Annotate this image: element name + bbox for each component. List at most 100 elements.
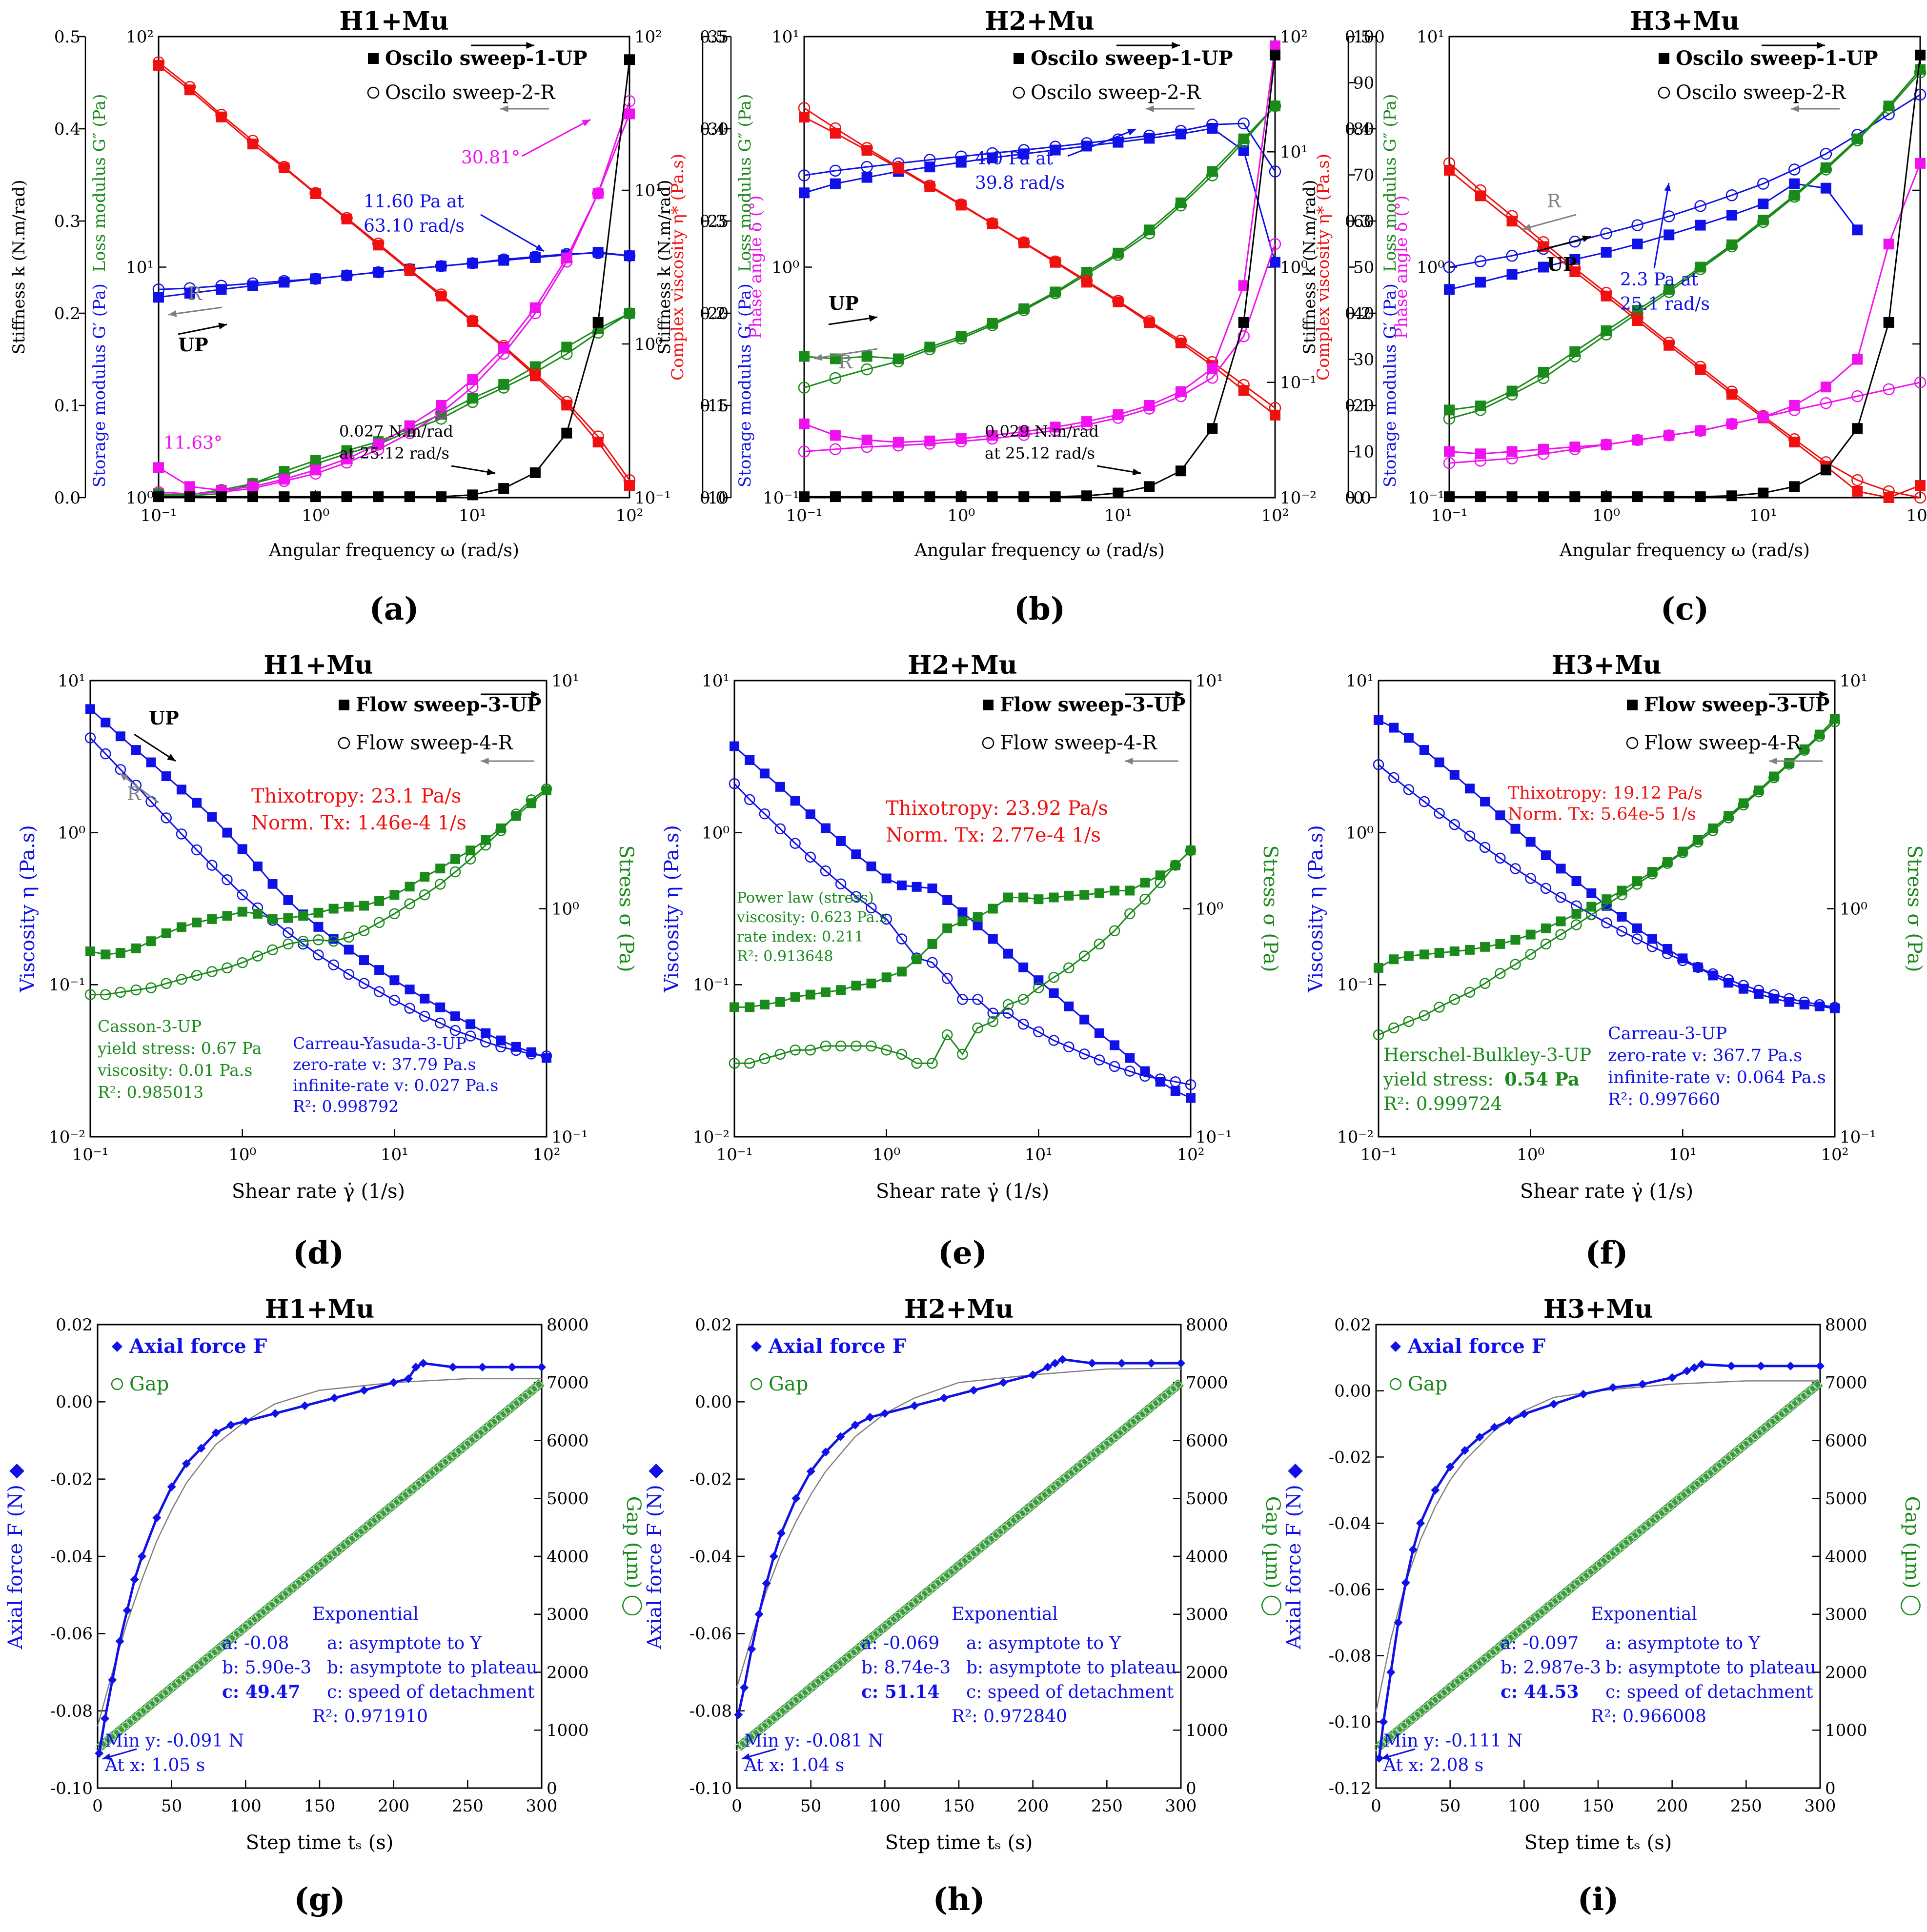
data-point [191, 844, 203, 856]
data-point [836, 836, 846, 846]
data-point [328, 934, 339, 944]
gap-axis-tick-label: 1000 [547, 1721, 589, 1740]
data-point [1617, 911, 1627, 922]
x-tick-label: 100 [230, 1796, 262, 1816]
data-point [1206, 169, 1218, 181]
data-point [330, 1393, 339, 1403]
stress-axis-tick-label: 10⁻¹ [1840, 1127, 1876, 1147]
data-point [1109, 1061, 1120, 1072]
data-point [1017, 994, 1029, 1005]
legend-marker [368, 53, 379, 64]
stiffness-axis-tick-label: 0.2 [1345, 304, 1371, 323]
data-point [1445, 1462, 1455, 1471]
data-point [805, 989, 815, 1000]
data-point [1726, 210, 1738, 221]
data-point [1269, 238, 1281, 250]
data-point [957, 994, 968, 1005]
data-point [146, 757, 156, 767]
data-point [481, 1028, 491, 1038]
data-point [1820, 148, 1832, 160]
data-point [1883, 317, 1894, 328]
r-arrow [168, 306, 223, 316]
data-point [1017, 1019, 1029, 1030]
data-point [388, 1502, 396, 1510]
data-point [1852, 423, 1863, 434]
annotation: R [188, 283, 203, 304]
legend-marker [112, 1341, 122, 1352]
data-point [1076, 1462, 1084, 1469]
data-point [344, 1538, 352, 1547]
legend-marker [1014, 53, 1024, 64]
data-point [836, 1432, 845, 1441]
data-point [1109, 925, 1120, 937]
legend-label: Axial force F [768, 1335, 906, 1358]
data-point [1883, 492, 1894, 503]
modulus-axis-tick-label: 10⁰ [771, 258, 799, 277]
data-point [1270, 40, 1280, 51]
data-point [1048, 971, 1059, 983]
data-point [1237, 379, 1250, 391]
data-point [987, 1016, 999, 1027]
x-tick-label: 200 [1656, 1796, 1688, 1816]
chart-title: H2+Mu [908, 650, 1017, 680]
data-point [1143, 227, 1156, 240]
data-point [1476, 1659, 1484, 1667]
chart-c: H3+Mu 10⁻¹ 10⁰ 10¹ 10² 0.0 0.1 0.2 0.3 0.4 0.5 10⁻¹… [1300, 6, 1927, 627]
data-point [1237, 330, 1250, 342]
data-point [1124, 1066, 1136, 1077]
legend-marker [982, 737, 994, 749]
stiffness-axis-tick-label: 0.4 [700, 120, 726, 139]
data-point [486, 1421, 494, 1429]
data-point [300, 1401, 309, 1410]
legend-arrow-up-head [1172, 41, 1180, 49]
data-point [202, 1655, 210, 1664]
data-point [1238, 280, 1249, 291]
y-label-force: Axial force F (N) ◆ [1283, 1463, 1305, 1650]
data-point [799, 112, 810, 123]
data-point [167, 1482, 176, 1491]
data-point [1758, 487, 1769, 499]
gap-axis-tick-label: 8000 [1825, 1315, 1867, 1335]
data-point [341, 269, 353, 282]
data-point [1677, 955, 1688, 966]
data-point [861, 441, 873, 453]
x-tick-label: 10¹ [1669, 1145, 1697, 1165]
data-point [1725, 418, 1738, 430]
data-point [341, 456, 353, 469]
data-point [762, 1579, 771, 1588]
y-label-storage: Storage modulus G′ (Pa) [1380, 283, 1400, 487]
data-point [1444, 491, 1455, 503]
data-point [1462, 1670, 1470, 1678]
gap-axis-tick-label: 7000 [1186, 1373, 1228, 1393]
data-point [255, 1611, 263, 1620]
data-point [744, 794, 755, 805]
data-point [1414, 1711, 1421, 1719]
data-point [955, 332, 967, 345]
data-point [1018, 962, 1029, 972]
data-point [1786, 1361, 1795, 1370]
x-tick-label: 10⁰ [228, 1145, 256, 1165]
y-label-viscosity: Viscosity η (Pa.s) [1305, 825, 1327, 993]
chart-i: H3+Mu 0 50 100 150 200 250 300 -0.12 -0.10 -0.08 -0… [1283, 1294, 1923, 1918]
x-label: Angular frequency ω (rad/s) [1559, 541, 1810, 561]
legend-marker [1658, 86, 1670, 99]
data-point [759, 999, 770, 1009]
data-point [1389, 723, 1399, 733]
data-point [876, 1626, 884, 1634]
x-tick-label: 10¹ [1104, 506, 1132, 525]
plot-frame [1448, 36, 1921, 499]
data-point [1124, 908, 1136, 920]
data-point [1725, 385, 1738, 398]
data-point [1436, 1692, 1444, 1700]
data-point [1538, 1608, 1546, 1616]
data-point [467, 314, 479, 327]
data-point [955, 198, 967, 211]
data-point [952, 1564, 960, 1572]
legend-marker [111, 1378, 123, 1390]
y-label-viscosity: Complex viscosity η* (Pa.s) [1314, 154, 1333, 381]
data-point [1045, 1487, 1053, 1495]
data-point [1079, 890, 1090, 900]
data-point [247, 491, 258, 503]
data-point [1915, 158, 1926, 169]
